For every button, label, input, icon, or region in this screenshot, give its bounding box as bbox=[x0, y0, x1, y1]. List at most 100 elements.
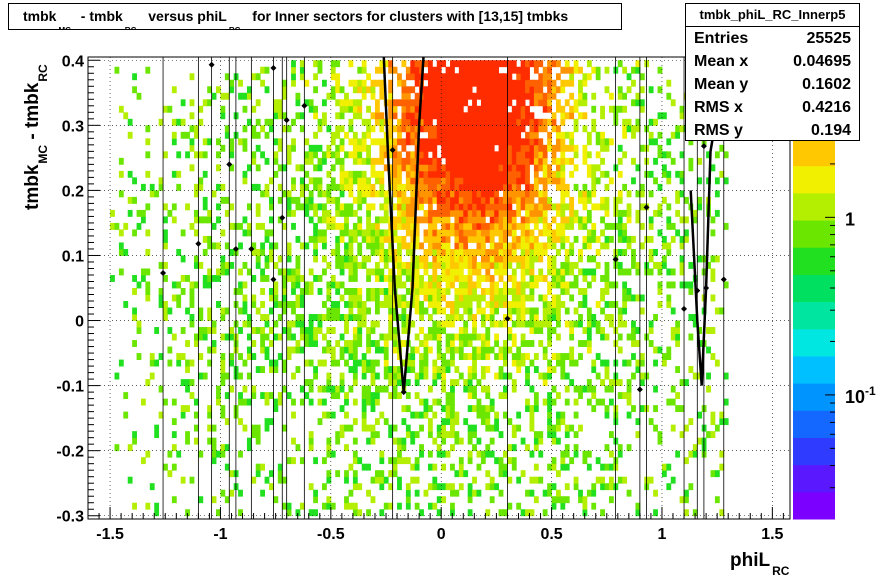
heatmap-cell bbox=[273, 261, 279, 269]
heatmap-cell bbox=[352, 235, 358, 243]
heatmap-cell bbox=[507, 183, 513, 191]
heatmap-cell bbox=[723, 222, 729, 230]
heatmap-cell bbox=[472, 177, 477, 185]
heatmap-cell bbox=[525, 144, 530, 152]
heatmap-cell bbox=[529, 99, 535, 107]
heatmap-cell bbox=[260, 190, 266, 198]
heatmap-cell bbox=[286, 509, 292, 517]
heatmap-cell bbox=[529, 288, 535, 295]
heatmap-cell bbox=[344, 327, 349, 334]
heatmap-cell bbox=[405, 99, 411, 107]
heatmap-cell bbox=[405, 288, 411, 295]
heatmap-cell bbox=[441, 125, 447, 133]
heatmap-cell bbox=[136, 320, 142, 328]
heatmap-cell bbox=[547, 424, 552, 432]
heatmap-cell bbox=[586, 73, 592, 81]
heatmap-cell bbox=[560, 496, 566, 504]
heatmap-cell bbox=[445, 483, 451, 491]
heatmap-cell bbox=[432, 366, 438, 373]
heatmap-cell bbox=[185, 151, 190, 159]
heatmap-cell bbox=[719, 144, 725, 152]
heatmap-cell bbox=[556, 437, 561, 445]
heatmap-cell bbox=[388, 301, 394, 308]
heatmap-cell bbox=[538, 92, 544, 100]
heatmap-cell bbox=[529, 411, 535, 419]
heatmap-cell bbox=[608, 496, 614, 504]
heatmap-cell bbox=[467, 385, 473, 393]
heatmap-cell bbox=[207, 307, 213, 315]
heatmap-cell bbox=[454, 274, 460, 282]
heatmap-cell bbox=[520, 314, 526, 321]
heatmap-cell bbox=[339, 314, 345, 321]
heatmap-cell bbox=[547, 196, 552, 204]
heatmap-cell bbox=[427, 196, 433, 204]
heatmap-cell bbox=[511, 131, 517, 139]
heatmap-cell bbox=[171, 398, 177, 406]
heatmap-cell bbox=[511, 177, 517, 185]
heatmap-cell bbox=[485, 385, 491, 393]
heatmap-cell bbox=[458, 216, 464, 224]
heatmap-cell bbox=[127, 131, 133, 139]
heatmap-cell bbox=[436, 242, 442, 250]
heatmap-cell bbox=[291, 118, 296, 126]
heatmap-cell bbox=[344, 359, 349, 367]
heatmap-cell bbox=[335, 392, 341, 400]
heatmap-cell bbox=[480, 170, 486, 178]
heatmap-cell bbox=[419, 359, 424, 367]
heatmap-cell bbox=[467, 196, 473, 204]
palette-step bbox=[793, 437, 835, 466]
heatmap-cell bbox=[485, 99, 491, 107]
heatmap-cell bbox=[476, 92, 482, 100]
heatmap-cell bbox=[604, 222, 610, 230]
heatmap-cell bbox=[472, 92, 477, 100]
heatmap-cell bbox=[282, 476, 288, 484]
heatmap-cell bbox=[273, 151, 279, 159]
heatmap-cell bbox=[202, 372, 208, 380]
heatmap-cell bbox=[454, 470, 460, 478]
heatmap-cell bbox=[238, 307, 243, 315]
heatmap-cell bbox=[591, 359, 597, 367]
heatmap-cell bbox=[207, 437, 213, 445]
heatmap-cell bbox=[352, 105, 358, 113]
heatmap-cell bbox=[352, 450, 358, 458]
heatmap-cell bbox=[198, 261, 204, 269]
heatmap-cell bbox=[463, 92, 469, 100]
heatmap-cell bbox=[397, 138, 402, 146]
heatmap-cell bbox=[397, 151, 402, 159]
heatmap-cell bbox=[374, 261, 380, 269]
heatmap-cell bbox=[264, 476, 270, 484]
heatmap-cell bbox=[361, 235, 367, 243]
heatmap-cell bbox=[180, 229, 186, 237]
heatmap-cell bbox=[520, 359, 526, 367]
heatmap-cell bbox=[595, 138, 601, 146]
heatmap-cell bbox=[441, 418, 447, 426]
heatmap-cell bbox=[494, 424, 500, 432]
heatmap-cell bbox=[295, 320, 301, 328]
heatmap-cell bbox=[366, 131, 371, 139]
heatmap-cell bbox=[374, 320, 380, 328]
heatmap-cell bbox=[454, 99, 460, 107]
heatmap-cell bbox=[516, 151, 522, 159]
heatmap-cell bbox=[635, 99, 641, 107]
heatmap-cell bbox=[414, 411, 420, 419]
heatmap-cell bbox=[383, 353, 389, 360]
heatmap-cell bbox=[489, 346, 495, 354]
heatmap-cell bbox=[560, 229, 566, 237]
heatmap-cell bbox=[379, 177, 385, 185]
heatmap-cell bbox=[480, 92, 486, 100]
heatmap-cell bbox=[653, 138, 658, 146]
heatmap-cell bbox=[670, 385, 676, 393]
heatmap-cell bbox=[216, 151, 221, 159]
heatmap-cell bbox=[361, 307, 367, 315]
heatmap-cell bbox=[569, 327, 575, 334]
heatmap-cell bbox=[374, 418, 380, 426]
heatmap-cell bbox=[401, 203, 407, 211]
heatmap-cell bbox=[185, 203, 190, 211]
heatmap-cell bbox=[220, 366, 226, 373]
heatmap-cell bbox=[322, 79, 327, 87]
heatmap-cell bbox=[242, 125, 248, 133]
heatmap-cell bbox=[423, 170, 429, 178]
heatmap-cell bbox=[472, 66, 477, 74]
heatmap-cell bbox=[441, 463, 447, 471]
heatmap-cell bbox=[352, 366, 358, 373]
